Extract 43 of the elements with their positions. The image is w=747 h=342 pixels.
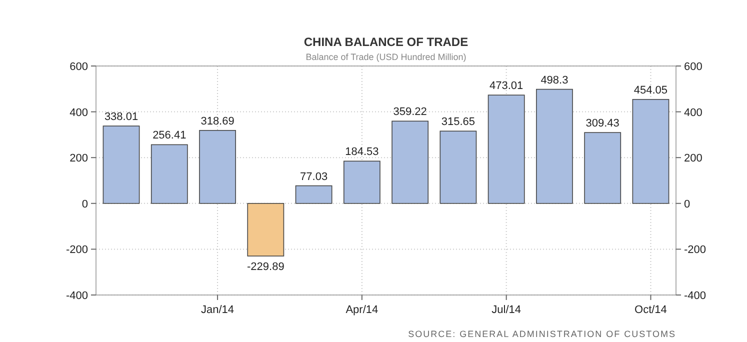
y-tick-label: 200 <box>70 152 88 165</box>
data-label: 498.3 <box>540 74 568 86</box>
y-tick-label: -200 <box>66 244 88 256</box>
y2-tick-label: -400 <box>684 290 706 302</box>
bar <box>150 144 188 204</box>
data-label: -229.89 <box>247 261 284 274</box>
data-label: 359.22 <box>393 106 427 118</box>
y2-tick-label: 400 <box>684 106 702 119</box>
x-tick-label: Jan/14 <box>201 304 234 316</box>
x-tick-label: Jul/14 <box>492 304 522 316</box>
source-note: SOURCE: GENERAL ADMINISTRATION OF CUSTOMS <box>408 329 676 339</box>
x-tick-label: Oct/14 <box>634 304 667 316</box>
y2-tick-label: 200 <box>684 152 702 165</box>
data-label: 256.41 <box>152 130 186 142</box>
data-label: 309.43 <box>586 118 620 130</box>
data-label: 338.01 <box>104 110 138 123</box>
y-tick-label: 0 <box>82 198 88 210</box>
y2-tick-label: 0 <box>684 198 690 210</box>
y-tick-label: 600 <box>70 61 88 73</box>
data-label: 473.01 <box>490 80 524 92</box>
data-label: 454.05 <box>634 84 668 96</box>
data-label: 77.03 <box>300 170 328 183</box>
chart-title: CHINA BALANCE OF TRADE <box>304 35 468 49</box>
bar <box>247 203 284 256</box>
data-label: 184.53 <box>345 146 379 158</box>
y2-tick-label: -200 <box>684 244 706 256</box>
bar <box>584 132 622 204</box>
bar <box>199 130 236 204</box>
data-label: 315.65 <box>441 116 476 128</box>
y-tick-label: 400 <box>70 106 88 119</box>
bar <box>488 94 525 204</box>
bar <box>632 99 670 204</box>
bar <box>440 130 477 204</box>
y2-tick-label: 600 <box>684 61 702 73</box>
y-tick-label: -400 <box>66 290 88 302</box>
x-tick-label: Apr/14 <box>346 304 378 316</box>
bar <box>343 160 380 204</box>
chart-subtitle: Balance of Trade (USD Hundred Million) <box>306 52 466 62</box>
bar <box>536 88 573 204</box>
bar <box>392 120 429 204</box>
bar <box>295 185 332 204</box>
bar <box>102 126 140 204</box>
data-label: 318.69 <box>200 115 234 128</box>
